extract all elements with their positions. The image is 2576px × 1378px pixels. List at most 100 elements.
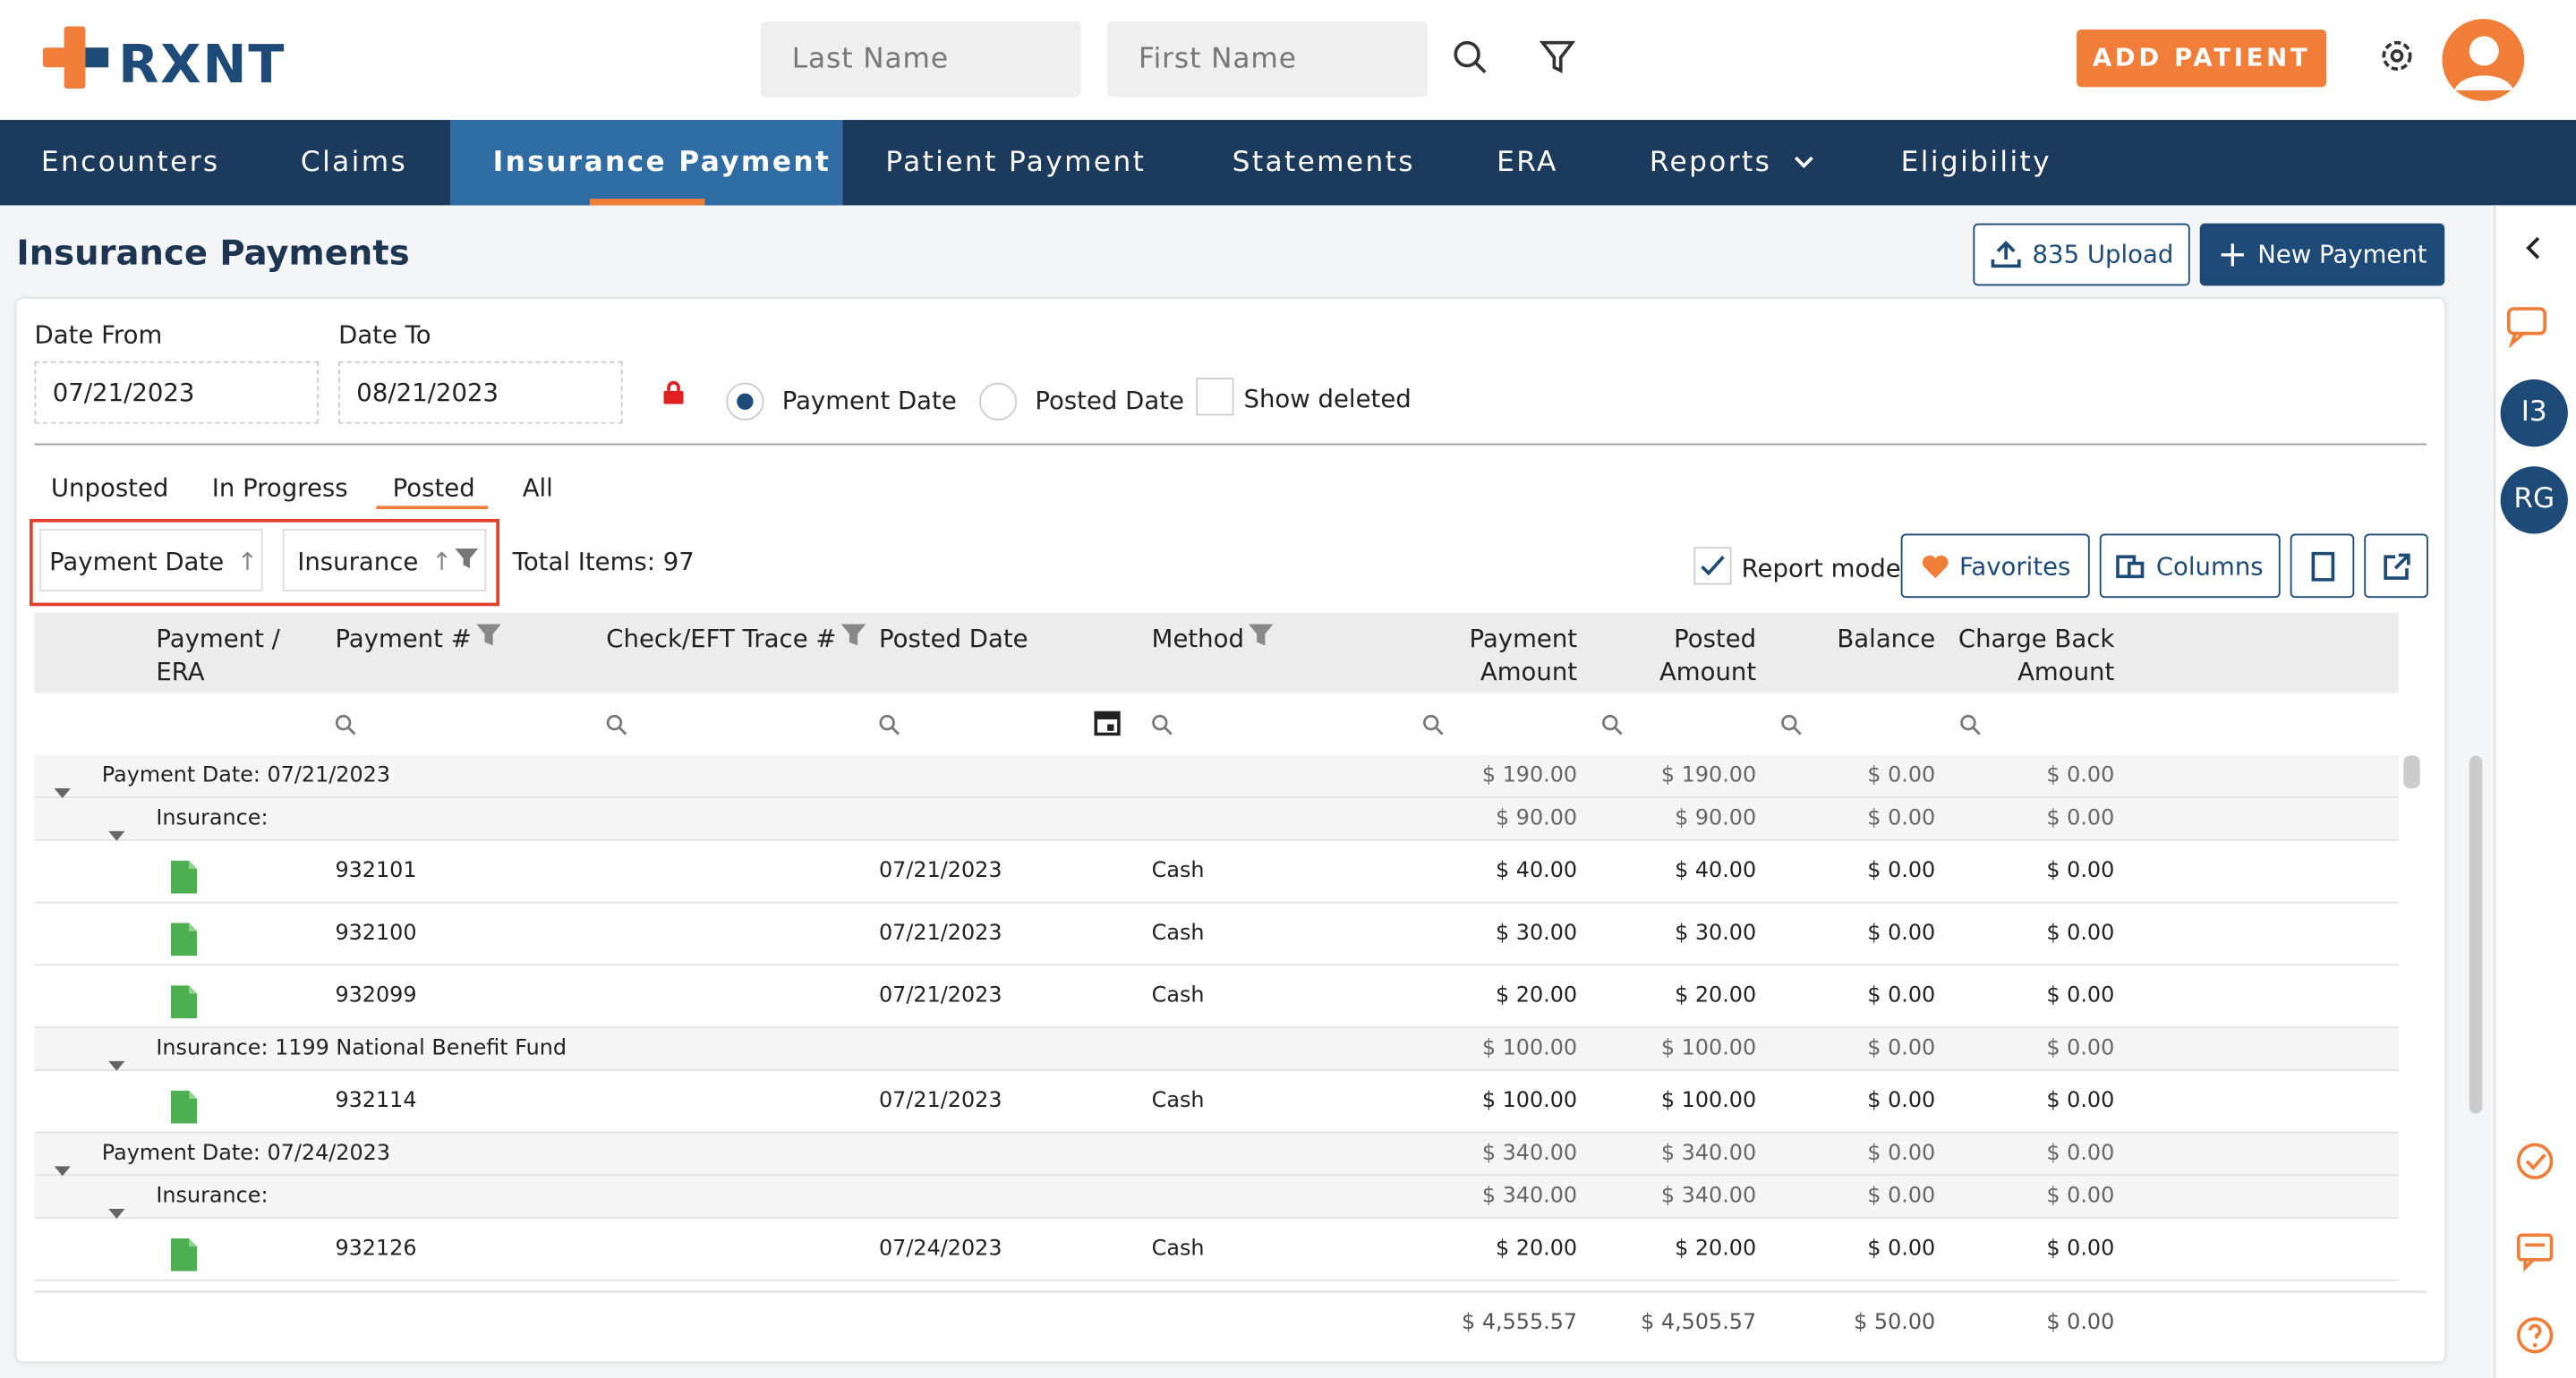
- subgroup-label: Insurance: 1199 National Benefit Fund: [156, 1036, 567, 1061]
- logo-text: RXNT: [118, 32, 286, 96]
- add-patient-button[interactable]: ADD PATIENT: [2077, 30, 2327, 88]
- amount: $ 0.00: [1867, 1184, 1936, 1209]
- tab[interactable]: Unposted: [50, 472, 169, 503]
- help-icon[interactable]: [2513, 1314, 2556, 1357]
- upload-button[interactable]: 835 Upload: [1973, 223, 2190, 286]
- column-search-icon: [1781, 711, 1803, 743]
- column-header: Payment #: [335, 624, 472, 654]
- report-mode-checkbox[interactable]: [1693, 547, 1732, 585]
- search-icon[interactable]: [1453, 39, 1488, 75]
- report-mode-label: Report mode: [1741, 553, 1901, 583]
- columns-button[interactable]: Columns: [2099, 533, 2281, 599]
- logo-icon: [42, 26, 109, 89]
- highlight-box: [30, 519, 499, 607]
- nav-item[interactable]: Encounters: [40, 146, 220, 180]
- tab[interactable]: All: [522, 472, 553, 503]
- amount: $ 0.00: [1867, 858, 1936, 884]
- amount: $ 0.00: [2046, 1088, 2115, 1114]
- settings-icon[interactable]: [2377, 36, 2417, 75]
- lock-icon[interactable]: [662, 379, 686, 405]
- user-badge[interactable]: RG: [2500, 466, 2568, 534]
- nav-item[interactable]: Eligibility: [1900, 146, 2051, 180]
- tasks-icon[interactable]: [2513, 1140, 2556, 1183]
- user-badge[interactable]: I3: [2500, 379, 2568, 447]
- payment-number: 932101: [335, 858, 417, 884]
- amount: $ 100.00: [1660, 1036, 1757, 1061]
- nav-item[interactable]: Claims: [300, 146, 408, 180]
- message-icon[interactable]: [2513, 1230, 2556, 1273]
- data-row[interactable]: [34, 1219, 2399, 1281]
- table-scrollbar: [2403, 755, 2420, 789]
- collapse-icon[interactable]: [2521, 234, 2545, 260]
- method: Cash: [1151, 1237, 1205, 1262]
- column-search-icon: [335, 711, 356, 743]
- upload-label: 835 Upload: [2032, 239, 2174, 270]
- payment-icon: [170, 1090, 198, 1130]
- amount: $ 30.00: [1495, 921, 1578, 947]
- group-chip-label: Insurance: [297, 547, 419, 577]
- columns-icon: [2116, 554, 2145, 578]
- data-row[interactable]: [34, 904, 2399, 966]
- column-filter-icon: [840, 623, 866, 654]
- amount: $ 0.00: [1867, 1088, 1936, 1114]
- plus-icon: +: [2217, 234, 2248, 276]
- group-row: [34, 1133, 2399, 1177]
- dropdown-icon: [1794, 156, 1813, 168]
- last-name-input[interactable]: Last Name: [760, 21, 1081, 98]
- date-from-input[interactable]: 07/21/2023: [34, 361, 320, 424]
- tab[interactable]: Posted: [392, 472, 475, 503]
- data-row[interactable]: [34, 841, 2399, 904]
- favorites-button[interactable]: Favorites: [1900, 533, 2090, 599]
- amount: $ 20.00: [1495, 983, 1578, 1008]
- payment-number: 932126: [335, 1237, 417, 1262]
- group-chip[interactable]: Payment Date ↑: [39, 529, 263, 591]
- column-header: Charge Back Amount: [1958, 624, 2115, 687]
- checkbox[interactable]: [1196, 378, 1234, 416]
- avatar[interactable]: [2442, 18, 2526, 102]
- radio-selected[interactable]: [724, 381, 765, 422]
- nav-item[interactable]: ERA: [1497, 146, 1558, 180]
- amount: $ 0.00: [1867, 763, 1936, 789]
- payment-number: 932099: [335, 983, 417, 1008]
- column-filter-icon: [1249, 623, 1274, 654]
- total-amount: $ 50.00: [1854, 1310, 1936, 1336]
- nav-item[interactable]: Reports: [1649, 146, 1772, 180]
- filter-icon[interactable]: [1539, 39, 1576, 75]
- expand-icon: [108, 1046, 125, 1077]
- nav-item[interactable]: Patient Payment: [885, 146, 1147, 180]
- first-name-input[interactable]: First Name: [1107, 21, 1429, 98]
- amount: $ 20.00: [1675, 1237, 1757, 1262]
- export-button[interactable]: [2364, 533, 2428, 599]
- show-deleted-label: Show deleted: [1243, 384, 1412, 414]
- nav-bar: [0, 119, 2576, 206]
- amount: $ 0.00: [1867, 921, 1936, 947]
- amount: $ 100.00: [1481, 1036, 1578, 1061]
- favorites-label: Favorites: [1959, 550, 2071, 581]
- data-row[interactable]: [34, 965, 2399, 1029]
- nav-item[interactable]: Statements: [1232, 146, 1415, 180]
- amount: $ 0.00: [2046, 983, 2115, 1008]
- amount: $ 0.00: [1867, 983, 1936, 1008]
- tab[interactable]: In Progress: [211, 472, 348, 503]
- amount: $ 40.00: [1675, 858, 1757, 884]
- date-to-input[interactable]: 08/21/2023: [338, 361, 623, 424]
- data-row[interactable]: [34, 1071, 2399, 1134]
- method: Cash: [1151, 921, 1205, 947]
- amount: $ 20.00: [1495, 1237, 1578, 1262]
- amount: $ 0.00: [2046, 806, 2115, 831]
- amount: $ 0.00: [1867, 1141, 1936, 1167]
- group-chip[interactable]: Insurance ↑: [282, 529, 487, 591]
- amount: $ 0.00: [1867, 1036, 1936, 1061]
- column-search-icon: [1602, 711, 1624, 743]
- chat-icon[interactable]: [2505, 305, 2551, 349]
- amount: $ 30.00: [1675, 921, 1757, 947]
- column-search-icon: [606, 711, 627, 743]
- new-payment-button[interactable]: + New Payment: [2199, 223, 2445, 286]
- radio[interactable]: [977, 381, 1019, 422]
- amount: $ 0.00: [2046, 763, 2115, 789]
- table-footer: [34, 1290, 2427, 1358]
- filter-icon: [455, 549, 479, 569]
- total-amount: $ 4,505.57: [1641, 1310, 1757, 1336]
- pdf-button[interactable]: [2290, 533, 2355, 599]
- nav-item[interactable]: Insurance Payment: [492, 146, 832, 180]
